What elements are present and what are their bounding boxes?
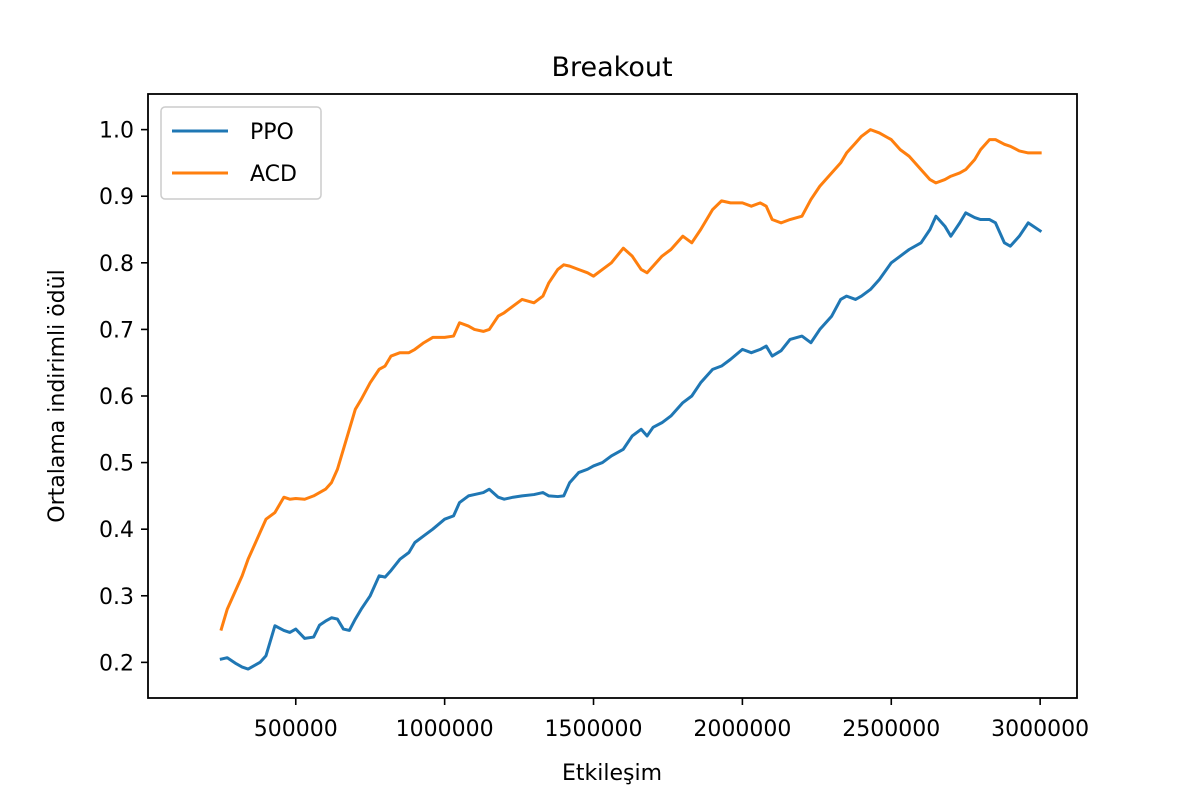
legend-label-acd: ACD: [250, 162, 297, 187]
y-tick-label: 0.6: [99, 385, 134, 410]
x-tick-label: 2500000: [842, 717, 940, 742]
y-axis-ticks: 0.2 0.3 0.4 0.5 0.6 0.7 0.8 0.9 1.0: [99, 119, 148, 676]
y-axis-label: Ortalama indirimli ödül: [45, 269, 70, 522]
x-tick-label: 3000000: [991, 717, 1089, 742]
y-tick-label: 0.5: [99, 452, 134, 477]
legend: PPO ACD: [160, 106, 322, 200]
series-line-ppo: [219, 211, 1043, 671]
series-line-acd: [219, 128, 1042, 631]
x-tick-label: 1500000: [545, 717, 643, 742]
y-tick-label: 0.9: [99, 185, 134, 210]
y-tick-label: 0.4: [99, 518, 134, 543]
legend-label-ppo: PPO: [250, 120, 294, 145]
y-tick-label: 0.3: [99, 585, 134, 610]
y-tick-label: 0.2: [99, 651, 134, 676]
y-tick-label: 0.8: [99, 252, 134, 277]
x-tick-label: 2000000: [693, 717, 791, 742]
series-layer: [219, 128, 1043, 671]
legend-frame: [160, 106, 322, 200]
x-axis-ticks: 500000 1000000 1500000 2000000 2500000 300000…: [254, 698, 1089, 742]
x-tick-label: 1000000: [396, 717, 494, 742]
x-axis-label: Etkileşim: [562, 761, 662, 786]
y-tick-label: 0.7: [99, 318, 134, 343]
y-tick-label: 1.0: [99, 119, 134, 144]
x-tick-label: 500000: [254, 717, 338, 742]
chart-title: Breakout: [551, 52, 672, 83]
